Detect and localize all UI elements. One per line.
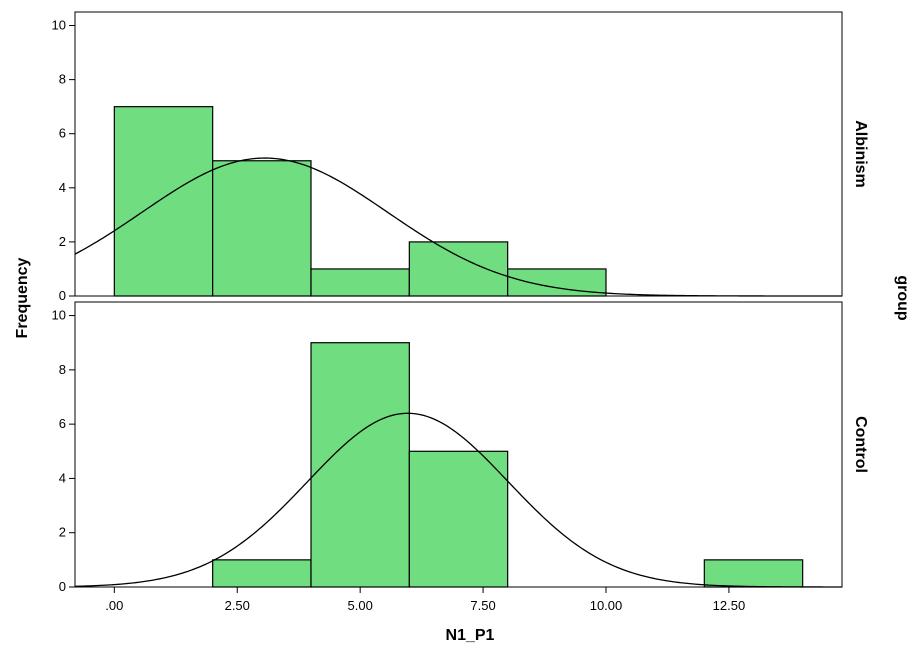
histogram-bar [212, 559, 312, 588]
histogram-bar [310, 268, 410, 297]
y-tick-label: 10 [52, 18, 66, 33]
panel-label: Control [852, 416, 869, 473]
histogram-bar [310, 342, 410, 588]
y-tick-label: 4 [59, 180, 66, 195]
y-tick-label: 0 [59, 288, 66, 303]
x-tick-label: 7.50 [470, 598, 495, 613]
y-tick-label: 6 [59, 416, 66, 431]
panel-control: 0 2 4 6 8 10 Control [52, 301, 869, 594]
panel-albinism: 0 2 4 6 8 10 Albinism [52, 11, 869, 303]
group-label: group [894, 275, 911, 321]
y-tick-label: 2 [59, 525, 66, 540]
y-tick-label: 8 [59, 72, 66, 87]
y-tick-label: 0 [59, 579, 66, 594]
x-tick-label: 12.50 [713, 598, 746, 613]
y-tick-label: 6 [59, 126, 66, 141]
normal-curve [74, 412, 843, 588]
panel-label: Albinism [852, 120, 869, 188]
histogram-bar [408, 241, 509, 297]
y-tick-label: 4 [59, 470, 66, 485]
histogram-bar [703, 559, 804, 588]
x-tick-label: 2.50 [225, 598, 250, 613]
histogram-bar [212, 160, 312, 297]
y-tick-label: 2 [59, 234, 66, 249]
normal-curve [74, 157, 842, 297]
y-tick-label: 8 [59, 362, 66, 377]
x-tick-label: 5.00 [348, 598, 373, 613]
histogram-bar [113, 106, 214, 297]
y-axis-title: Frequency [14, 257, 31, 338]
x-tick-label: .00 [105, 598, 123, 613]
x-tick-label: 10.00 [590, 598, 623, 613]
y-tick-label: 10 [52, 308, 66, 323]
histogram-bar [408, 450, 509, 588]
x-axis-title: N1_P1 [446, 627, 495, 644]
panels-layer: 0 2 4 6 8 10 Albinism 0 2 4 6 8 10 Control .00 2.50 5.00… [52, 11, 869, 613]
